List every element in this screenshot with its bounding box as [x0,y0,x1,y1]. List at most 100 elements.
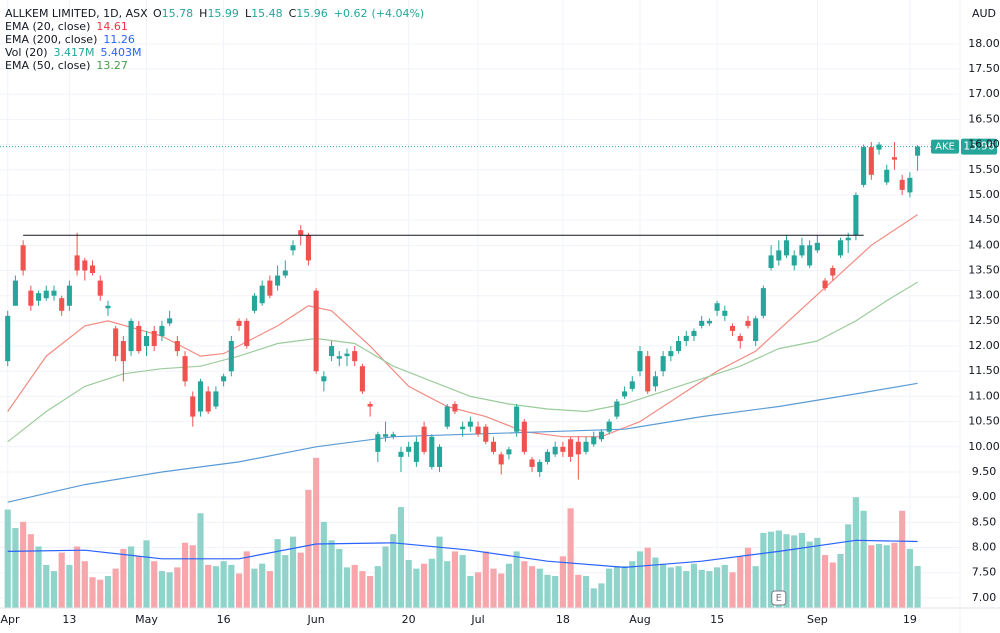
volume-bar [143,540,150,608]
candle-body [190,396,196,417]
volume-bar [690,563,698,608]
candle-body [514,406,520,432]
candle-body [591,436,597,445]
volume-bar [729,572,736,608]
candle-body [390,434,396,437]
volume-bar [775,530,782,608]
volume-ma-line [7,539,918,569]
volume-bar [12,528,19,608]
candle-body [359,366,365,392]
legend-text: +0.62 [334,7,368,20]
y-tick-label: 10.50 [968,415,1000,428]
volume-bar [644,547,651,608]
candle-body [568,439,574,457]
volume-bar [251,568,258,608]
legend-text: EMA (50, close) [5,59,90,72]
candle-body [413,441,419,462]
candle-body [575,441,581,455]
y-tick-label: 7.00 [972,591,997,604]
volume-bar [390,534,397,608]
candle-body [676,341,682,352]
candle-body [275,275,281,286]
candle-body [529,459,535,467]
y-tick-label: 8.50 [972,515,997,528]
candle-body [298,230,304,236]
earnings-icon[interactable] [771,590,787,606]
legend-text: 13.27 [96,59,128,72]
earnings-label: E [776,593,782,604]
candle-body [490,441,497,452]
legend-text: L [245,7,252,20]
volume-bar [852,497,859,608]
volume-bar [151,561,158,608]
volume-bar [768,531,775,608]
volume-bar [405,560,412,608]
volume-bar [282,555,289,608]
legend-text: Vol (20) [5,46,48,59]
y-tick-label: 11.00 [968,389,1000,402]
volume-bar [320,521,327,608]
candle-body [645,356,651,392]
candle-body [89,265,96,274]
y-tick-label: 8.00 [972,541,997,554]
candle-body [305,235,311,261]
legend: ALLKEM LIMITED, 1D, ASX O15.78 H15.99 L15.4… [5,7,424,72]
candle-body [814,242,820,251]
volume-bar [660,563,667,608]
volume-bar [544,574,551,608]
volume-bar [421,563,428,608]
legend-row: EMA (50, close) 13.27 [5,59,128,72]
volume-bar [636,551,644,608]
y-tick-label: 10.00 [968,440,1000,453]
volume-bar [4,509,11,608]
candle-body [251,295,258,311]
candle-body [506,449,512,455]
candle-body [236,320,242,326]
volume-bar [883,545,890,608]
x-tick-label: 20 [402,613,416,626]
candle-body [861,147,867,185]
volume-bar [552,576,559,608]
y-tick-label: 18.00 [968,37,1000,50]
candle-body [159,325,165,336]
x-tick-label: May [135,613,158,626]
symbol-badge [931,139,959,154]
volume-bar [367,576,374,608]
candle-body [521,421,527,452]
legend-row: EMA (200, close) 11.26 [5,33,135,46]
volume-bar [837,553,844,608]
y-tick-label: 11.50 [968,364,1000,377]
candle-body [120,341,126,362]
y-tick-label: 7.50 [972,566,997,579]
y-tick-label: 16.00 [968,138,1000,151]
volume-bar [27,534,34,608]
grid [0,0,960,608]
volume-bar [97,579,104,608]
candle-body [336,356,342,359]
volume-bar [505,563,512,608]
candle-body [429,436,435,467]
candle-body [853,194,859,236]
candle-body [151,330,157,347]
legend-text: 14.61 [96,20,128,33]
candle-body [891,157,898,160]
candle-body [36,293,42,301]
candle-body [760,288,766,316]
volume-bar [66,564,73,608]
candle-body [174,341,180,352]
candle-body [244,320,250,347]
x-tick-label: Apr [0,613,20,626]
volume-bar [482,551,489,608]
volume-bar [490,568,497,608]
volume-bar [582,576,590,608]
volume-bar [436,536,443,608]
legend-text: 15.78 [162,7,194,20]
x-tick-label: 13 [62,613,76,626]
candle-body [205,391,211,412]
volume-bar [783,534,790,608]
volume-bar [289,536,297,608]
candle-body [398,451,404,457]
volume-bar [313,457,320,608]
candle-body [899,179,905,190]
volume-bar [205,564,212,608]
